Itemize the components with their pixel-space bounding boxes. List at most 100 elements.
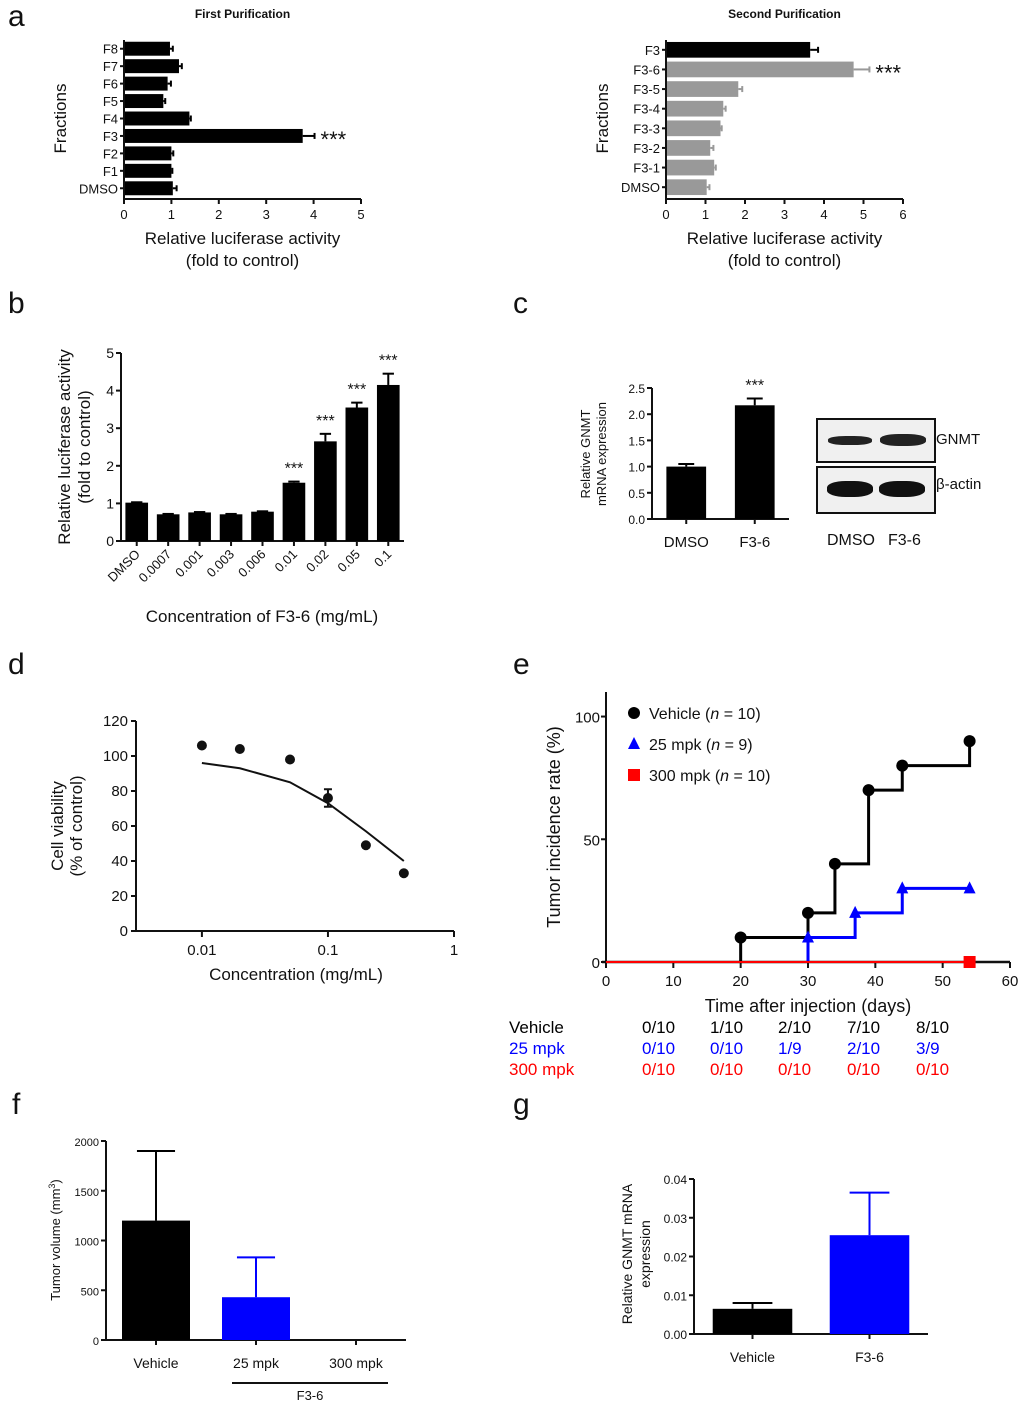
table-cell: 0/10 xyxy=(916,1060,950,1079)
marker-vehicle xyxy=(734,931,747,944)
y-tick-label: F3-6 xyxy=(633,62,660,77)
y-tick-label: F3-3 xyxy=(633,121,660,136)
group-label: F3-6 xyxy=(297,1388,324,1403)
bar-Vehicle xyxy=(122,1220,190,1340)
significance-stars: *** xyxy=(316,413,335,430)
bar-DMSO xyxy=(125,181,173,196)
panel-label-g: g xyxy=(513,1088,530,1121)
table-cell: 3/9 xyxy=(916,1039,940,1058)
y-tick-label: F3-1 xyxy=(633,161,660,176)
marker-vehicle xyxy=(963,735,976,748)
bar-0.01 xyxy=(282,482,306,541)
bar-F3-6 xyxy=(667,61,854,78)
y-tick-label: 0.04 xyxy=(664,1173,688,1187)
table-cell: 0/10 xyxy=(847,1060,881,1079)
x-tick-label: 1 xyxy=(702,207,709,222)
y-tick-label: 1 xyxy=(106,495,114,511)
x-tick-label: Vehicle xyxy=(133,1355,178,1371)
table-row-label: Vehicle xyxy=(509,1018,564,1037)
x-tick-label: F3-6 xyxy=(739,534,770,551)
x-axis-label: Concentration of F3-6 (mg/mL) xyxy=(146,607,378,626)
y-axis-label: Fractions xyxy=(51,84,70,154)
blot-lane-dmso: DMSO xyxy=(827,532,875,549)
blot-gnmt xyxy=(816,418,936,463)
blot-actin xyxy=(816,466,936,514)
legend-marker-vehicle xyxy=(628,707,640,719)
y-tick-label: 1000 xyxy=(75,1237,99,1249)
bar-0.02 xyxy=(314,441,337,541)
blot-lane-f36: F3-6 xyxy=(888,532,921,549)
y-tick-label: F3-2 xyxy=(633,141,660,156)
y-tick-label: 4 xyxy=(106,383,114,399)
x-tick-label: 40 xyxy=(867,973,884,990)
bar-F3-2 xyxy=(667,140,711,156)
bar-F3-5 xyxy=(667,81,739,97)
data-point xyxy=(196,740,207,751)
y-tick-label: F3 xyxy=(103,129,118,144)
y-axis-label: Tumor incidence rate (%) xyxy=(544,726,564,927)
significance-stars: *** xyxy=(745,377,764,394)
bar-F3-4 xyxy=(667,100,724,117)
y-tick-label: 100 xyxy=(103,748,128,765)
y-tick-label: DMSO xyxy=(79,181,118,196)
y-tick-label: 1500 xyxy=(75,1187,99,1199)
band-actin-dmso xyxy=(827,481,873,497)
y-tick-label: F1 xyxy=(103,164,118,179)
marker-25mpk xyxy=(802,930,814,943)
x-tick-label: 0.003 xyxy=(204,547,238,581)
data-point xyxy=(398,868,409,879)
table-cell: 2/10 xyxy=(778,1018,812,1037)
bar-F5 xyxy=(125,94,164,109)
table-cell: 0/10 xyxy=(642,1018,676,1037)
bar-25 mpk xyxy=(222,1297,290,1340)
data-point xyxy=(360,840,371,851)
table-cell: 8/10 xyxy=(916,1018,950,1037)
bar-0.001 xyxy=(188,512,211,541)
y-tick-label: F3-4 xyxy=(633,102,660,117)
x-tick-label: 3 xyxy=(263,207,270,222)
y-tick-label: F3 xyxy=(645,43,660,58)
bar-F3 xyxy=(125,128,303,143)
x-tick-label: 0.006 xyxy=(235,547,269,581)
x-tick-label: 0.01 xyxy=(187,942,216,959)
table-cell: 1/10 xyxy=(710,1018,744,1037)
table-cell: 0/10 xyxy=(710,1060,744,1079)
x-tick-label: 3 xyxy=(781,207,788,222)
bar-F6 xyxy=(125,76,168,91)
x-tick-label: 0 xyxy=(602,973,610,990)
y-tick-label: 0.5 xyxy=(628,487,645,501)
table-cell: 1/9 xyxy=(778,1039,802,1058)
bar-0.05 xyxy=(345,407,369,541)
legend-label: Vehicle (n = 10) xyxy=(649,706,761,723)
panel-label-c: c xyxy=(513,287,528,320)
y-tick-label: F2 xyxy=(103,146,118,161)
y-tick-label: F8 xyxy=(103,42,118,57)
y-axis-label: Relative GNMT xyxy=(578,410,593,499)
y-tick-label: 0 xyxy=(120,923,128,940)
x-tick-label: 0.1 xyxy=(318,942,339,959)
table-cell: 7/10 xyxy=(847,1018,881,1037)
x-tick-label: 50 xyxy=(934,973,951,990)
band-gnmt-dmso xyxy=(828,436,872,445)
bar-0.006 xyxy=(251,511,274,541)
y-tick-label: 0.02 xyxy=(664,1251,688,1265)
x-tick-label: 25 mpk xyxy=(233,1355,280,1371)
x-axis-label-2: (fold to control) xyxy=(728,251,841,270)
significance-stars: *** xyxy=(379,353,398,370)
x-tick-label: 0 xyxy=(120,207,127,222)
bar-0.003 xyxy=(219,514,243,541)
y-tick-label: F6 xyxy=(103,77,118,92)
x-tick-label: 2 xyxy=(215,207,222,222)
bar-F3-3 xyxy=(667,120,721,137)
x-axis-label: Time after injection (days) xyxy=(705,996,911,1016)
x-tick-label: 0.1 xyxy=(371,547,394,570)
y-tick-label: F3-5 xyxy=(633,82,660,97)
bar-F4 xyxy=(125,111,190,126)
data-point xyxy=(234,744,245,754)
data-point xyxy=(322,793,333,803)
y-tick-label: F5 xyxy=(103,94,118,109)
legend-label: 300 mpk (n = 10) xyxy=(649,768,770,785)
x-tick-label: 0.0007 xyxy=(136,547,175,586)
bar-F3-6 xyxy=(829,1235,910,1334)
